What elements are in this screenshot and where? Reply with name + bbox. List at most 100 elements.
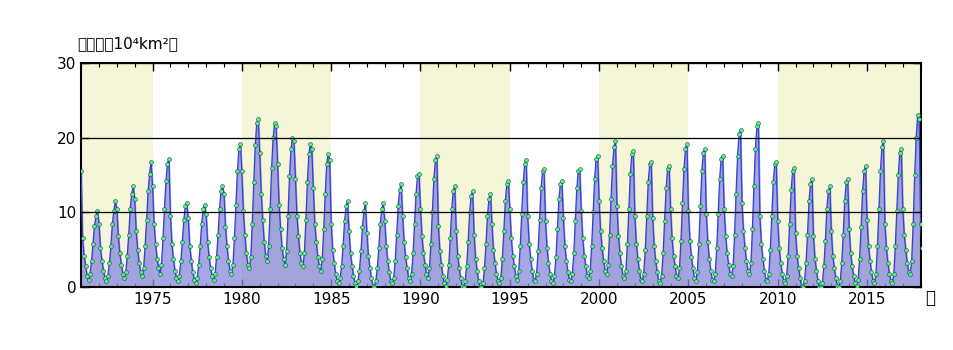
Point [914,245,929,251]
Point [620,206,636,211]
Point [843,263,859,269]
Point [103,243,118,249]
Point [925,174,941,179]
Point [426,176,441,182]
Point [344,263,359,269]
Point [233,141,248,146]
Point [112,251,128,256]
Point [262,206,277,211]
Point [774,271,789,277]
Point [487,260,502,266]
Point [691,241,706,246]
Point [312,263,327,269]
Point [612,251,627,256]
Point [90,208,105,213]
Point [158,178,173,184]
Point [146,221,161,226]
Point [170,278,185,284]
Point [362,266,377,271]
Point [720,262,736,267]
Point [524,268,539,273]
Point [273,226,288,232]
Point [602,196,618,202]
Point [545,280,560,286]
Point [219,243,234,249]
Point [148,241,163,246]
Point [514,211,529,217]
Point [94,258,110,264]
Point [506,263,521,269]
Bar [777,63,920,287]
Point [679,141,694,146]
Point [259,258,274,264]
Point [646,243,661,249]
Point [819,206,834,211]
Point [234,168,250,174]
Point [787,230,802,236]
Point [436,280,452,286]
Point [763,213,779,219]
Point [798,260,813,266]
Point [923,245,938,251]
Point [921,271,936,277]
Point [799,232,814,238]
Point [615,273,630,279]
Point [641,161,657,167]
Point [410,174,425,179]
Point [700,239,715,245]
Point [253,191,269,196]
Point [578,263,593,269]
Point [185,269,200,275]
Point [894,206,909,211]
Point [741,271,757,277]
Point [812,284,827,290]
Point [686,275,701,281]
Point [298,217,314,223]
Point [109,206,124,211]
Point [384,280,399,286]
Point [860,243,875,249]
Point [517,161,532,167]
Point [721,271,737,277]
Point [334,263,349,269]
Point [576,253,591,258]
Point [91,221,107,226]
Point [610,233,625,239]
Point [533,186,548,191]
Point [756,268,771,273]
Point [261,243,276,249]
Point [647,258,662,264]
Point [100,273,115,279]
Point [729,154,744,159]
Point [792,275,807,281]
Point [512,243,527,249]
Point [769,218,784,224]
Point [628,241,643,246]
Point [711,176,726,182]
Point [548,254,563,260]
Point [801,198,816,204]
Point [378,243,394,249]
Point [822,228,838,234]
Point [522,256,537,261]
Point [420,275,436,281]
Point [877,221,892,226]
Point [565,251,580,256]
Point [623,151,639,157]
Point [748,124,763,129]
Point [336,218,352,224]
Point [528,271,543,277]
Point [283,146,298,152]
Point [687,278,702,284]
Point [890,172,905,178]
Point [698,211,713,217]
Point [381,269,396,275]
Point [508,273,523,279]
Point [139,217,154,223]
Point [81,277,96,282]
Point [115,271,131,277]
Point [765,180,781,185]
Point [195,206,211,211]
Point [325,247,340,252]
Point [832,278,847,284]
